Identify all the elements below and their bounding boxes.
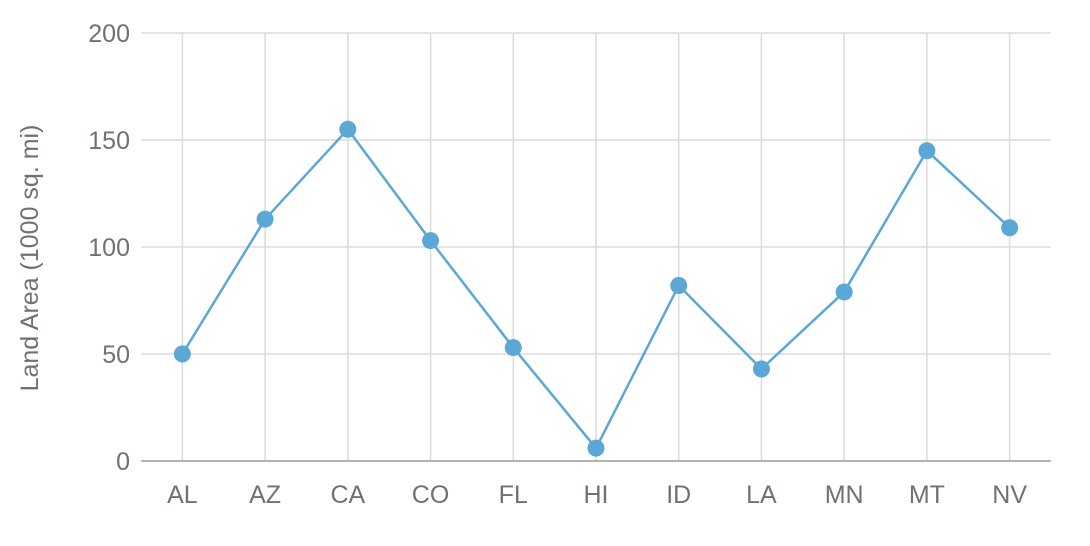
y-tick-label-200: 200 [88,20,130,48]
x-category-label-AL: AL [167,481,198,509]
data-point-FL [504,339,522,357]
y-axis-title: Land Area (1000 sq. mi) [16,125,44,392]
x-category-label-LA: LA [746,481,777,509]
data-point-LA [752,360,770,378]
data-point-CA [339,120,357,138]
data-point-AZ [256,210,274,228]
data-point-ID [670,277,688,295]
gridlines [141,32,1051,461]
x-category-label-MT: MT [909,481,945,509]
x-category-label-ID: ID [666,481,691,509]
y-tick-label-50: 50 [102,341,130,369]
data-point-MN [835,283,853,301]
x-category-label-NV: NV [992,481,1027,509]
y-tick-label-0: 0 [116,448,130,476]
x-category-labels: AL AZ CA CO FL HI ID LA MN MT NV [167,481,1027,509]
x-category-label-FL: FL [499,481,528,509]
data-point-AL [173,345,191,363]
y-tick-labels: 0 50 100 150 200 [88,20,130,476]
data-point-NV [1001,219,1019,237]
x-category-label-CO: CO [412,481,450,509]
x-category-label-MN: MN [825,481,864,509]
x-category-label-AZ: AZ [249,481,281,509]
y-tick-label-100: 100 [88,234,130,262]
x-category-label-HI: HI [584,481,609,509]
data-series [173,120,1019,457]
data-point-MT [918,142,936,160]
data-point-HI [587,439,605,457]
y-tick-label-150: 150 [88,127,130,155]
data-point-CO [422,232,440,250]
x-category-label-CA: CA [330,481,365,509]
